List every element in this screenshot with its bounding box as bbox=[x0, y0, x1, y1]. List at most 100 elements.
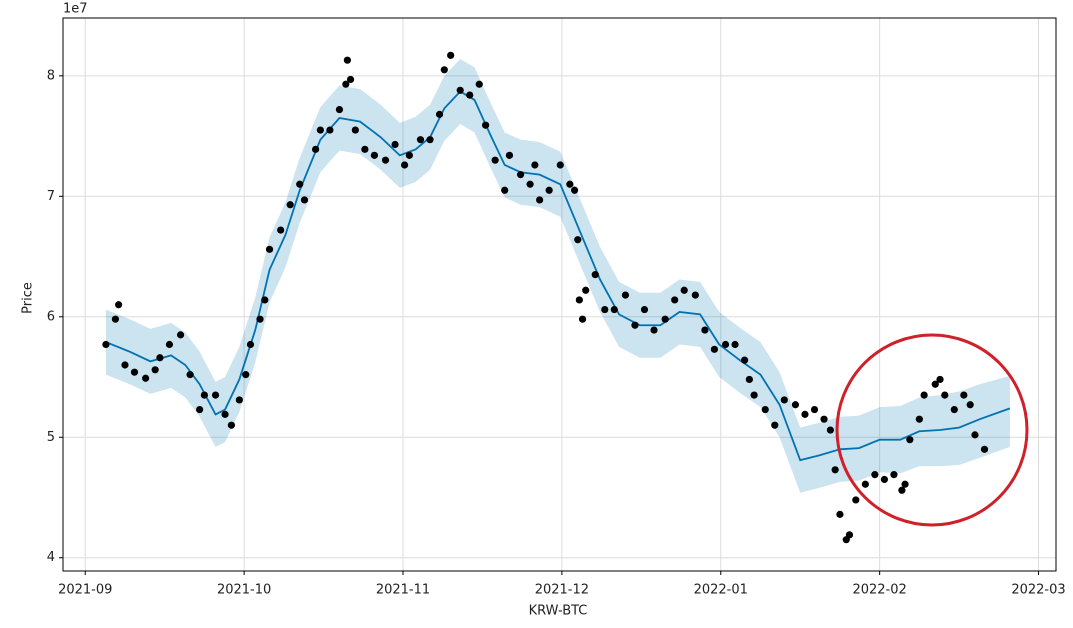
data-point bbox=[906, 436, 914, 444]
data-point bbox=[130, 368, 139, 376]
data-point bbox=[115, 301, 123, 309]
data-point bbox=[176, 331, 185, 339]
data-point bbox=[400, 161, 409, 169]
data-point bbox=[971, 431, 979, 439]
data-point bbox=[351, 126, 359, 134]
x-axis-label: KRW-BTC bbox=[529, 604, 588, 619]
data-point bbox=[142, 374, 150, 382]
data-point bbox=[312, 145, 320, 153]
data-point bbox=[242, 371, 250, 379]
x-tick-label: 2021-12 bbox=[535, 583, 589, 598]
data-point bbox=[261, 296, 269, 304]
data-point bbox=[277, 226, 285, 234]
data-point bbox=[941, 391, 949, 399]
data-point bbox=[901, 480, 909, 488]
x-tick-label: 2022-02 bbox=[852, 583, 906, 598]
plot-area bbox=[63, 18, 1056, 571]
data-point bbox=[936, 375, 944, 384]
data-point bbox=[591, 271, 599, 279]
data-point bbox=[536, 196, 544, 204]
data-point bbox=[980, 445, 989, 453]
data-point bbox=[650, 326, 658, 334]
y-tick-label: 5 bbox=[47, 430, 55, 445]
data-point bbox=[771, 421, 779, 429]
data-point bbox=[196, 405, 204, 414]
data-point bbox=[780, 396, 788, 404]
data-point bbox=[845, 531, 854, 539]
data-point bbox=[482, 121, 490, 129]
grid bbox=[63, 18, 1056, 571]
data-point bbox=[466, 91, 474, 99]
data-point bbox=[416, 136, 425, 144]
data-point bbox=[346, 75, 355, 84]
data-point bbox=[475, 80, 483, 88]
data-point bbox=[820, 415, 828, 423]
data-point bbox=[852, 496, 860, 504]
data-point bbox=[370, 151, 379, 159]
data-point bbox=[566, 180, 574, 188]
data-point bbox=[531, 161, 539, 169]
data-point bbox=[296, 180, 304, 188]
data-point bbox=[740, 356, 749, 364]
data-point bbox=[680, 286, 688, 294]
data-point bbox=[871, 471, 879, 479]
data-point bbox=[440, 66, 448, 74]
data-point bbox=[381, 156, 390, 164]
data-point bbox=[186, 371, 194, 379]
data-point bbox=[102, 340, 110, 349]
highlight-circle bbox=[835, 333, 1029, 527]
data-point bbox=[165, 340, 174, 349]
data-point bbox=[640, 305, 649, 314]
data-point bbox=[915, 415, 923, 423]
data-point bbox=[582, 286, 590, 294]
data-point bbox=[227, 421, 236, 429]
data-point bbox=[710, 345, 719, 353]
data-point bbox=[342, 80, 350, 88]
x-tick-label: 2021-10 bbox=[217, 583, 271, 598]
data-point bbox=[691, 291, 699, 299]
data-point bbox=[343, 56, 351, 64]
data-point bbox=[391, 140, 399, 149]
data-point bbox=[221, 410, 229, 418]
data-point bbox=[575, 296, 583, 304]
data-point bbox=[826, 426, 834, 434]
data-point bbox=[761, 405, 769, 414]
data-point bbox=[316, 126, 324, 134]
x-tick-label: 2022-01 bbox=[694, 583, 748, 598]
data-point bbox=[516, 171, 525, 179]
x-tick-label: 2021-11 bbox=[376, 583, 430, 598]
data-point bbox=[256, 315, 264, 323]
data-point bbox=[791, 401, 800, 409]
data-point bbox=[151, 366, 159, 374]
data-point bbox=[246, 340, 255, 349]
data-point bbox=[701, 326, 709, 334]
x-tick-label: 2022-03 bbox=[1011, 583, 1065, 598]
y-tick-label: 6 bbox=[47, 309, 55, 324]
data-point bbox=[861, 480, 869, 488]
uncertainty-band bbox=[105, 58, 1010, 493]
data-point bbox=[890, 471, 898, 479]
data-point bbox=[545, 186, 553, 194]
data-point bbox=[731, 340, 739, 349]
data-point bbox=[880, 475, 889, 484]
data-point bbox=[810, 405, 819, 414]
data-point bbox=[570, 186, 579, 194]
y-tick-label: 7 bbox=[47, 189, 55, 204]
data-point bbox=[601, 305, 609, 314]
data-point bbox=[801, 410, 809, 418]
data-point bbox=[335, 105, 344, 114]
data-point bbox=[505, 151, 514, 159]
data-point bbox=[111, 315, 120, 323]
data-point bbox=[326, 126, 334, 134]
data-point bbox=[300, 196, 309, 204]
data-point bbox=[574, 236, 582, 244]
data-point bbox=[671, 296, 679, 304]
data-point bbox=[950, 405, 958, 414]
data-point bbox=[501, 186, 509, 194]
data-point bbox=[456, 86, 464, 94]
data-point bbox=[931, 380, 939, 388]
data-point bbox=[235, 396, 243, 404]
data-point bbox=[966, 401, 974, 409]
